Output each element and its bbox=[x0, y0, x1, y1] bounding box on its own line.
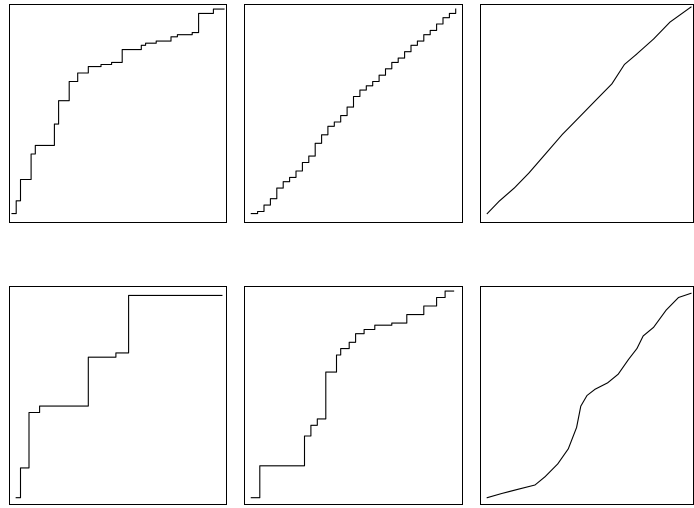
panel-3 bbox=[480, 4, 694, 223]
panel-frame bbox=[244, 286, 463, 505]
panel-1 bbox=[9, 4, 227, 223]
panel-frame bbox=[9, 286, 227, 505]
panel-frame bbox=[9, 4, 227, 223]
panel-2 bbox=[244, 4, 463, 223]
panel-5 bbox=[244, 286, 463, 505]
panel-frame bbox=[244, 4, 463, 223]
series-line bbox=[15, 294, 223, 499]
series-line bbox=[486, 6, 692, 215]
panel-4 bbox=[9, 286, 227, 505]
series-line bbox=[250, 290, 455, 499]
series-line bbox=[486, 292, 692, 499]
series-line bbox=[250, 8, 457, 215]
panel-6 bbox=[480, 286, 694, 505]
series-line bbox=[11, 8, 225, 215]
